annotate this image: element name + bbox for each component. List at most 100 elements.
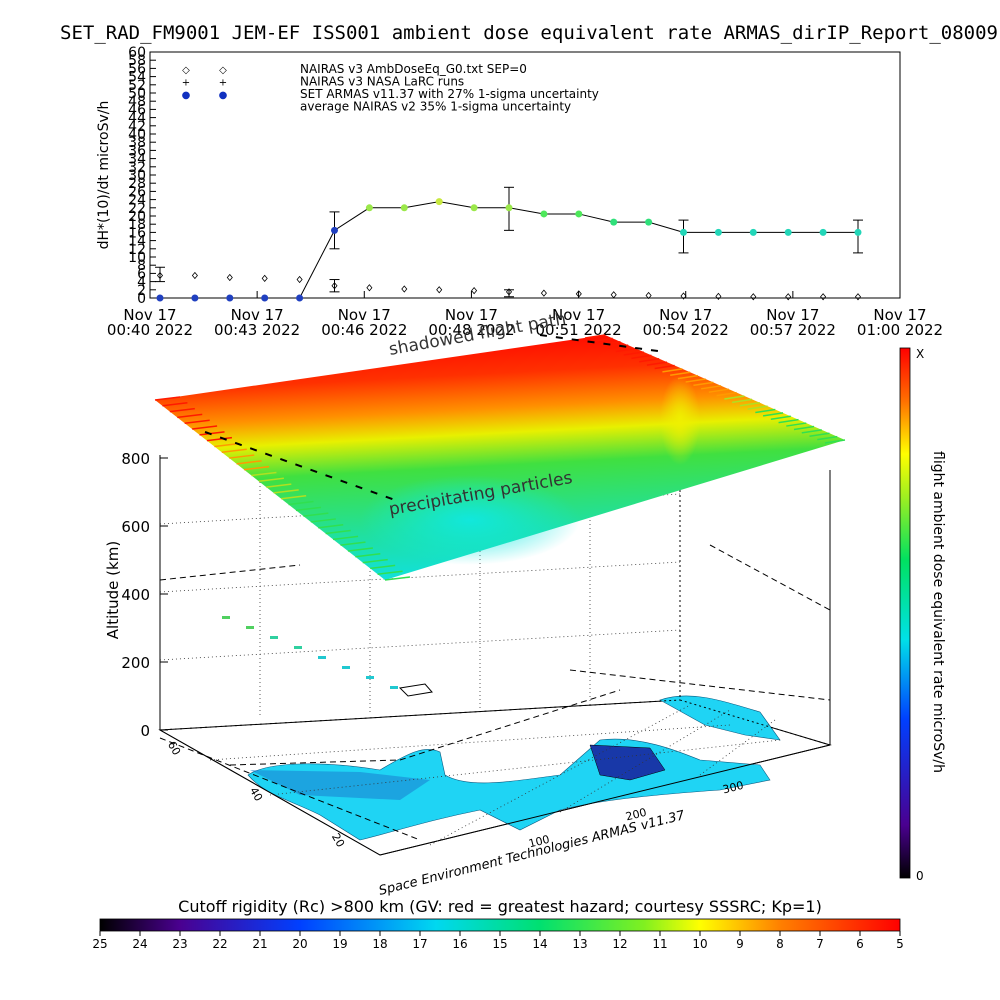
surface-edge-stripe (770, 415, 791, 421)
dose-rate-colorbar: X 0 flight ambient dose equivalent rate … (899, 347, 946, 883)
track-dot (246, 626, 254, 629)
surface-edge-stripe (793, 425, 815, 431)
x-tick-label-3d: 300 (721, 779, 745, 797)
armas-point (610, 218, 618, 226)
y-tick-label: 54 (128, 70, 146, 86)
legend-label: NAIRAS v3 AmbDoseEq_G0.txt SEP=0 (300, 62, 527, 76)
y-tick-label: 6 (137, 266, 146, 282)
surface-edge-stripe (817, 435, 838, 441)
z-tick-label: 0 (140, 722, 150, 740)
armas-point (191, 294, 199, 302)
surface-edge-stripe (281, 494, 307, 500)
armas-point (226, 294, 234, 302)
nairas-point (505, 288, 513, 296)
surface-edge-stripe (677, 374, 699, 380)
nairas-point (750, 293, 757, 301)
nairas-point (785, 293, 792, 301)
surface-edge-stripe (162, 402, 188, 407)
armas-point (784, 228, 792, 236)
armas-point (540, 210, 548, 218)
nairas-point (471, 286, 478, 295)
surface-edge-stripe (251, 471, 277, 477)
surface-edge-stripe (731, 398, 753, 404)
y-tick-labels: 0246810121416182022242628303234363840424… (128, 45, 156, 307)
y-tick-label: 36 (128, 143, 146, 159)
y-tick-label: 46 (128, 102, 146, 118)
armas-point (819, 228, 827, 236)
surface-edge-stripe (701, 385, 722, 390)
back-floor-edge (159, 699, 681, 731)
surface-edge-stripe (169, 407, 195, 413)
surface-edge-stripe (177, 413, 203, 419)
x-tick-time: 00:57 2022 (750, 321, 836, 339)
cutoff-tick-label: 25 (92, 937, 107, 951)
z-tick-label: 200 (121, 654, 150, 672)
nairas-point (226, 273, 233, 282)
side-floor-edge (679, 699, 831, 746)
x-tick-date: Nov 17 (659, 306, 712, 324)
y-tick-label-3d: 60 (165, 739, 183, 758)
y-tick-label: 28 (128, 176, 146, 192)
y-tick-label: 4 (137, 275, 146, 291)
armas-point (435, 198, 443, 206)
surface-edge-stripe (662, 368, 683, 373)
surface-edge-stripe (377, 570, 403, 575)
y-tick-label: 10 (128, 250, 146, 266)
armas-point (261, 294, 269, 302)
nairas-point (610, 291, 617, 299)
surface-edge-stripe (206, 436, 233, 442)
low-dose-region (360, 475, 580, 565)
y-tick-label: 18 (128, 217, 146, 233)
dose-colorbar-scale (899, 347, 911, 879)
x-tick-time: 00:54 2022 (643, 321, 729, 339)
legend-label: NAIRAS v3 NASA LaRC runs (300, 75, 464, 89)
surface-edge-stripe (355, 553, 381, 558)
x-tick-date: Nov 17 (873, 306, 926, 324)
y-tick-label: 40 (128, 127, 146, 143)
legend: ◇ ◇ NAIRAS v3 AmbDoseEq_G0.txt SEP=0 + + NAIR… (182, 62, 599, 114)
surface-edge-stripe (347, 547, 373, 552)
surface-edge-stripe (747, 405, 768, 410)
surface-edge-stripe (214, 442, 240, 448)
x-tick-date: Nov 17 (231, 306, 284, 324)
z-axis-label: Altitude (km) (104, 541, 122, 639)
surface-edge-stripe (646, 361, 668, 366)
y-tick-label: 56 (128, 61, 146, 77)
nairas-point (680, 292, 687, 300)
y-tick-label: 22 (128, 201, 146, 217)
track-dot (222, 616, 230, 619)
cutoff-tick-label: 23 (172, 937, 187, 951)
surface-edge-stripe (221, 448, 247, 454)
surface-edge-stripe (592, 337, 613, 343)
surface-edge-stripe (724, 395, 745, 400)
x-axis-line (379, 744, 831, 856)
y-tick-label-3d: 20 (329, 831, 347, 850)
dashed-reference-lines (159, 544, 831, 841)
y-tick-label: 32 (128, 160, 146, 176)
y-tick-label: 16 (128, 225, 146, 241)
x-tick-labels-3d: 100 200 300 (527, 779, 745, 851)
series-marks (156, 198, 862, 302)
surface-edge-stripe (236, 460, 262, 465)
cutoff-tick-label: 11 (652, 937, 667, 951)
nairas-point (156, 271, 164, 280)
nairas-point (331, 282, 338, 290)
nairas-point (820, 293, 827, 301)
y-tick-label: 12 (128, 242, 146, 258)
nairas-point (261, 274, 268, 282)
surface-edge-stripe (824, 439, 846, 444)
surface-edge-stripe (243, 465, 270, 471)
y-tick-label: 34 (128, 152, 146, 168)
high-rigidity-region (589, 744, 666, 781)
altitude-3d-plot: precipitating particles shadowed flight … (104, 309, 846, 899)
cutoff-tick-label: 20 (292, 937, 307, 951)
y-tick-label: 38 (128, 135, 146, 151)
surface-edge-stripe (384, 576, 411, 581)
x-tick-date: Nov 17 (123, 306, 176, 324)
y-tick-labels-3d: 20 40 60 (165, 739, 347, 850)
cutoff-tick-label: 9 (736, 937, 744, 951)
cutoff-tick-label: 24 (132, 937, 147, 951)
legend-symbol: + (219, 78, 227, 89)
y-tick-label: 30 (128, 168, 146, 184)
